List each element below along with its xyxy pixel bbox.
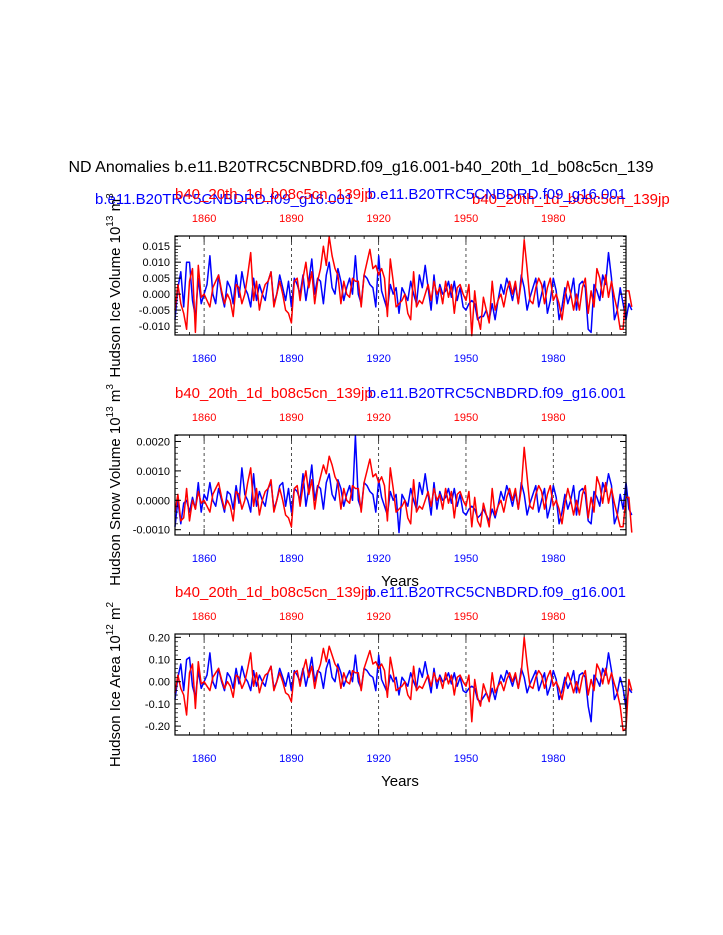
y-axis-title-part: m <box>107 608 124 621</box>
y-tick-label: -0.20 <box>145 721 170 733</box>
x-tick-label-top: 1920 <box>366 213 390 225</box>
panel-ice-volume: -0.010 -0.005 0.000 0.005 0.010 0.015 1860 1860… <box>100 186 633 378</box>
x-tick-label-bottom: 1980 <box>541 353 565 365</box>
x-tick-label-bottom: 1890 <box>279 553 303 565</box>
x-tick-label-top: 1860 <box>192 611 216 623</box>
y-axis-title-part: Hudson Ice Volume 10 <box>107 227 124 378</box>
case-label-left: b40_20th_1d_b08c5cn_139jp <box>175 584 373 601</box>
panel-1-overlap-blue-label: b.e11.B20TRC5CNBDRD.f09_g16.001 <box>95 191 353 208</box>
y-tick-label: 0.0020 <box>136 436 170 448</box>
x-tick-label-top: 1920 <box>366 412 390 424</box>
y-tick-label: 0.000 <box>142 289 170 301</box>
x-tick-label-bottom: 1860 <box>192 753 216 765</box>
x-tick-label-top: 1860 <box>192 412 216 424</box>
y-tick-label: -0.010 <box>139 321 170 333</box>
y-tick-label: -0.10 <box>145 699 170 711</box>
x-tick-label-bottom: 1860 <box>192 553 216 565</box>
x-tick-label-top: 1980 <box>541 611 565 623</box>
y-tick-label: 0.010 <box>142 257 170 269</box>
panel-snow-volume: -0.0010 0.0000 0.0010 0.0020 1860 1860 1890 189… <box>100 384 633 590</box>
y-tick-label: 0.015 <box>142 241 170 253</box>
x-tick-label-bottom: 1950 <box>454 753 478 765</box>
series-line-red <box>174 235 633 337</box>
x-tick-label-bottom: 1920 <box>366 753 390 765</box>
y-tick-label: 0.0000 <box>136 495 170 507</box>
y-axis-title: Hudson Ice Volume 1013 m3 <box>100 193 124 378</box>
y-tick-label: 0.10 <box>149 655 170 667</box>
x-tick-label-bottom: 1950 <box>454 353 478 365</box>
y-tick-label: 0.20 <box>149 632 170 644</box>
x-tick-label-bottom: 1890 <box>279 353 303 365</box>
case-label-left: b40_20th_1d_b08c5cn_139jp <box>175 385 373 402</box>
x-tick-label-bottom: 1890 <box>279 753 303 765</box>
x-tick-label-bottom: 1920 <box>366 553 390 565</box>
y-tick-label: 0.00 <box>149 677 170 689</box>
plot-frame <box>174 633 627 736</box>
chart-title: ND Anomalies b.e11.B20TRC5CNBDRD.f09_g16… <box>69 159 654 176</box>
x-tick-label-bottom: 1920 <box>366 353 390 365</box>
y-tick-label: 0.0010 <box>136 466 170 478</box>
x-tick-label-top: 1950 <box>454 412 478 424</box>
y-axis-title-part: Hudson Ice Area 10 <box>107 635 124 767</box>
y-axis-title-part: m <box>107 199 124 212</box>
y-axis-title-part: 12 <box>105 624 116 636</box>
y-tick-label: 0.005 <box>142 273 170 285</box>
series-line-red <box>174 446 633 533</box>
y-tick-label: -0.0010 <box>133 525 170 537</box>
x-tick-label-top: 1890 <box>279 611 303 623</box>
x-axis-title: Years <box>381 573 419 590</box>
x-axis-title: Years <box>381 773 419 790</box>
x-tick-label-top: 1950 <box>454 611 478 623</box>
case-label-right: b.e11.B20TRC5CNBDRD.f09_g16.001 <box>368 186 626 203</box>
case-label-right: b.e11.B20TRC5CNBDRD.f09_g16.001 <box>368 385 626 402</box>
series-line-blue <box>174 652 633 723</box>
x-tick-label-top: 1950 <box>454 213 478 225</box>
x-tick-label-top: 1860 <box>192 213 216 225</box>
x-tick-label-bottom: 1860 <box>192 353 216 365</box>
x-tick-label-top: 1980 <box>541 412 565 424</box>
y-axis-title-part: 3 <box>105 384 116 390</box>
series-line-blue <box>174 251 633 334</box>
x-tick-label-top: 1980 <box>541 213 565 225</box>
x-tick-label-top: 1920 <box>366 611 390 623</box>
y-axis-title-part: 13 <box>105 406 116 418</box>
y-axis-title-part: m <box>107 390 124 403</box>
y-axis-title-part: 3 <box>105 193 116 199</box>
panels-group: -0.010 -0.005 0.000 0.005 0.010 0.015 1860 1860… <box>100 186 633 790</box>
series-line-red <box>174 636 633 732</box>
case-label-left: b40_20th_1d_b08c5cn_139jp <box>175 186 373 203</box>
y-axis-title-part: 13 <box>105 215 116 227</box>
y-axis-title-part: Hudson Snow Volume 10 <box>107 417 124 585</box>
x-tick-label-bottom: 1980 <box>541 753 565 765</box>
x-tick-label-bottom: 1980 <box>541 553 565 565</box>
x-tick-label-bottom: 1950 <box>454 553 478 565</box>
y-axis-title-part: 2 <box>105 602 116 608</box>
plot-frame <box>174 434 627 536</box>
plot-frame <box>174 235 627 336</box>
panel-1-overlap-red-label: b40_20th_1d_b08c5cn_139jp <box>472 191 670 208</box>
y-axis-title: Hudson Ice Area 1012 m2 <box>100 602 124 768</box>
x-tick-label-top: 1890 <box>279 213 303 225</box>
y-axis-title: Hudson Snow Volume 1013 m3 <box>100 384 124 586</box>
case-label-right: b.e11.B20TRC5CNBDRD.f09_g16.001 <box>368 584 626 601</box>
series-line-blue <box>174 434 633 534</box>
y-tick-label: -0.005 <box>139 305 170 317</box>
panel-ice-area: -0.20 -0.10 0.00 0.10 0.20 1860 1860 1890 1890 19… <box>100 584 633 790</box>
x-tick-label-top: 1890 <box>279 412 303 424</box>
